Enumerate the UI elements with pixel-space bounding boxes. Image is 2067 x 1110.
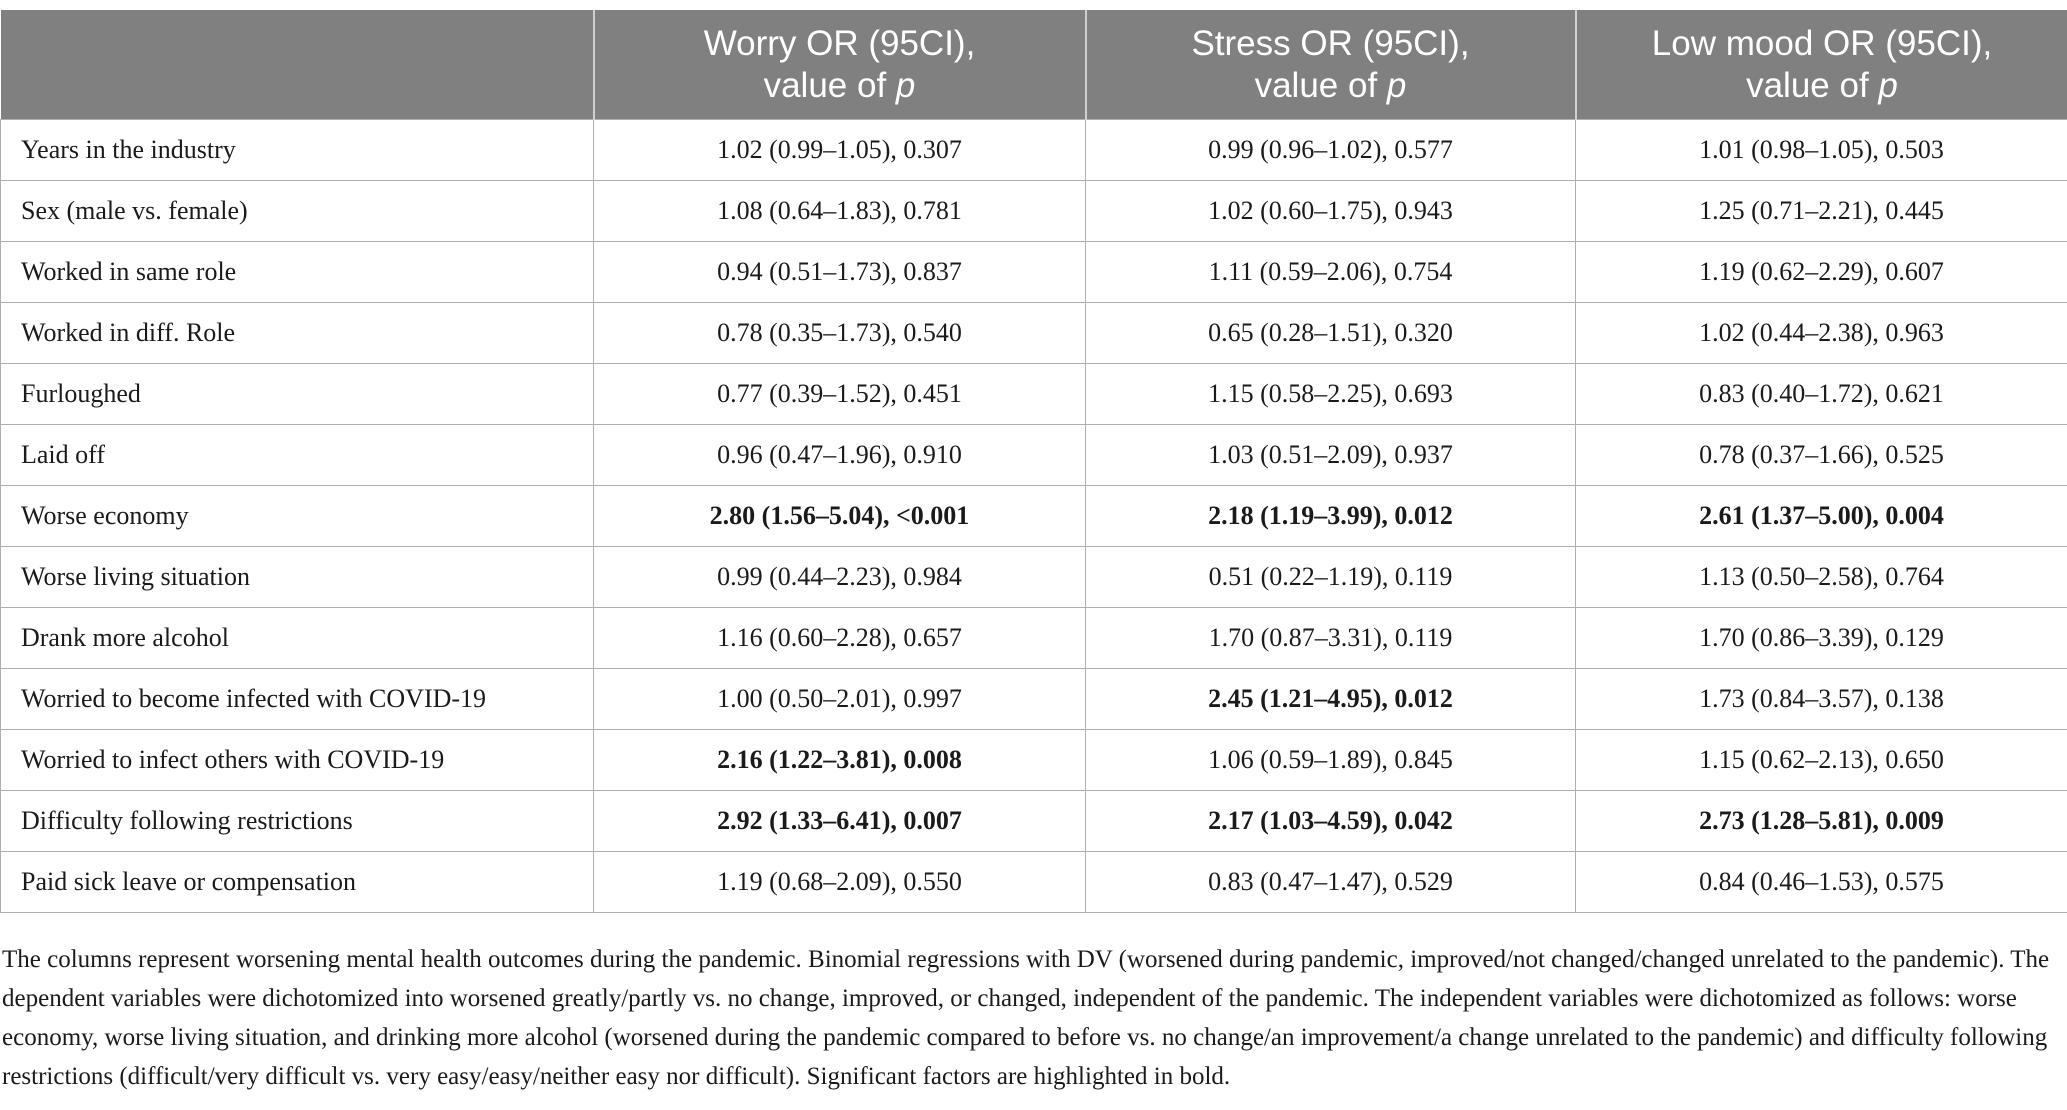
table-cell: 2.17 (1.03–4.59), 0.042 xyxy=(1085,790,1576,852)
table-cell: 1.15 (0.58–2.25), 0.693 xyxy=(1085,363,1576,425)
table-cell: 1.16 (0.60–2.28), 0.657 xyxy=(593,607,1086,669)
table-cell: 0.84 (0.46–1.53), 0.575 xyxy=(1575,851,2067,913)
table-cell: 0.78 (0.35–1.73), 0.540 xyxy=(593,302,1086,364)
table-row: Worse living situation 0.99 (0.44–2.23), … xyxy=(0,546,2067,608)
row-label: Paid sick leave or compensation xyxy=(0,851,594,913)
table-cell: 1.73 (0.84–3.57), 0.138 xyxy=(1575,668,2067,730)
table-row: Worked in same role 0.94 (0.51–1.73), 0.8… xyxy=(0,241,2067,303)
table-row: Laid off 0.96 (0.47–1.96), 0.910 1.03 (0.5… xyxy=(0,424,2067,486)
table-cell: 0.77 (0.39–1.52), 0.451 xyxy=(593,363,1086,425)
row-label: Worse living situation xyxy=(0,546,594,608)
table-cell: 0.94 (0.51–1.73), 0.837 xyxy=(593,241,1086,303)
header-italic: p xyxy=(1386,65,1407,105)
row-label: Worried to become infected with COVID-19 xyxy=(0,668,594,730)
table-cell: 1.25 (0.71–2.21), 0.445 xyxy=(1575,180,2067,242)
header-text: value of xyxy=(763,65,887,105)
table-cell: 0.51 (0.22–1.19), 0.119 xyxy=(1085,546,1576,608)
table-cell: 1.00 (0.50–2.01), 0.997 xyxy=(593,668,1086,730)
table-cell: 1.19 (0.68–2.09), 0.550 xyxy=(593,851,1086,913)
row-label: Drank more alcohol xyxy=(0,607,594,669)
row-label: Worse economy xyxy=(0,485,594,547)
header-cell: Stress OR (95CI), value of p xyxy=(1084,10,1576,120)
row-label: Worked in same role xyxy=(0,241,594,303)
table-cell: 0.96 (0.47–1.96), 0.910 xyxy=(593,424,1086,486)
table-cell: 1.70 (0.87–3.31), 0.119 xyxy=(1085,607,1576,669)
table-row: Worried to become infected with COVID-19… xyxy=(0,668,2067,730)
row-label: Laid off xyxy=(0,424,594,486)
header-text: Stress OR (95CI), xyxy=(1191,23,1470,63)
table-row: Paid sick leave or compensation 1.19 (0.6… xyxy=(0,851,2067,913)
table-row: Furloughed 0.77 (0.39–1.52), 0.451 1.15 (0… xyxy=(0,363,2067,425)
table-cell: 1.02 (0.60–1.75), 0.943 xyxy=(1085,180,1576,242)
table-row: Worse economy 2.80 (1.56–5.04), <0.001 2.1… xyxy=(0,485,2067,547)
table-cell: 2.80 (1.56–5.04), <0.001 xyxy=(593,485,1086,547)
table-cell: 1.02 (0.44–2.38), 0.963 xyxy=(1575,302,2067,364)
header-italic: p xyxy=(1878,65,1898,105)
table-cell: 1.15 (0.62–2.13), 0.650 xyxy=(1575,729,2067,791)
table-cell: 1.11 (0.59–2.06), 0.754 xyxy=(1085,241,1576,303)
table-row: Sex (male vs. female) 1.08 (0.64–1.83), 0… xyxy=(0,180,2067,242)
table-cell: 2.73 (1.28–5.81), 0.009 xyxy=(1575,790,2067,852)
row-label: Difficulty following restrictions xyxy=(0,790,594,852)
table-cell: 0.99 (0.44–2.23), 0.984 xyxy=(593,546,1086,608)
table-cell: 1.70 (0.86–3.39), 0.129 xyxy=(1575,607,2067,669)
table-row: Worked in diff. Role 0.78 (0.35–1.73), 0.… xyxy=(0,302,2067,364)
table-cell: 0.78 (0.37–1.66), 0.525 xyxy=(1575,424,2067,486)
table-cell: 0.83 (0.40–1.72), 0.621 xyxy=(1575,363,2067,425)
table-cell: 2.61 (1.37–5.00), 0.004 xyxy=(1575,485,2067,547)
table-row: Difficulty following restrictions 2.92 (1… xyxy=(0,790,2067,852)
table-body: Years in the industry 1.02 (0.99–1.05), 0… xyxy=(0,119,2067,913)
header-text: Worry OR (95CI), xyxy=(703,23,976,63)
header-cell: Worry OR (95CI), value of p xyxy=(592,10,1086,120)
table-cell: 0.65 (0.28–1.51), 0.320 xyxy=(1085,302,1576,364)
row-label: Sex (male vs. female) xyxy=(0,180,594,242)
table-cell: 1.08 (0.64–1.83), 0.781 xyxy=(593,180,1086,242)
header-text: Low mood OR (95CI), xyxy=(1651,23,1993,63)
table-row: Drank more alcohol 1.16 (0.60–2.28), 0.65… xyxy=(0,607,2067,669)
row-label: Years in the industry xyxy=(0,119,594,181)
results-table: Worry OR (95CI), value of p Stress OR (95C… xyxy=(0,10,2067,913)
table-row: Years in the industry 1.02 (0.99–1.05), 0… xyxy=(0,119,2067,181)
table-cell: 0.83 (0.47–1.47), 0.529 xyxy=(1085,851,1576,913)
footnote: The columns represent worsening mental h… xyxy=(2,946,2050,1090)
table-cell: 1.19 (0.62–2.29), 0.607 xyxy=(1575,241,2067,303)
row-label: Worried to infect others with COVID-19 xyxy=(0,729,594,791)
table-cell: 0.99 (0.96–1.02), 0.577 xyxy=(1085,119,1576,181)
header-row: Worry OR (95CI), value of p Stress OR (95C… xyxy=(0,10,2067,120)
table-cell: 1.06 (0.59–1.89), 0.845 xyxy=(1085,729,1576,791)
row-label: Furloughed xyxy=(0,363,594,425)
header-italic: p xyxy=(895,65,916,105)
table-cell: 2.92 (1.33–6.41), 0.007 xyxy=(593,790,1086,852)
header-cell xyxy=(0,10,594,120)
table-cell: 1.02 (0.99–1.05), 0.307 xyxy=(593,119,1086,181)
header-text: value of xyxy=(1746,65,1869,105)
header-text: value of xyxy=(1254,65,1378,105)
table-cell: 2.16 (1.22–3.81), 0.008 xyxy=(593,729,1086,791)
row-label: Worked in diff. Role xyxy=(0,302,594,364)
table-cell: 2.18 (1.19–3.99), 0.012 xyxy=(1085,485,1576,547)
table-row: Worried to infect others with COVID-19 2.… xyxy=(0,729,2067,791)
table-cell: 1.03 (0.51–2.09), 0.937 xyxy=(1085,424,1576,486)
table-cell: 1.01 (0.98–1.05), 0.503 xyxy=(1575,119,2067,181)
table-cell: 1.13 (0.50–2.58), 0.764 xyxy=(1575,546,2067,608)
table-cell: 2.45 (1.21–4.95), 0.012 xyxy=(1085,668,1576,730)
header-cell: Low mood OR (95CI), value of p xyxy=(1574,10,2067,120)
